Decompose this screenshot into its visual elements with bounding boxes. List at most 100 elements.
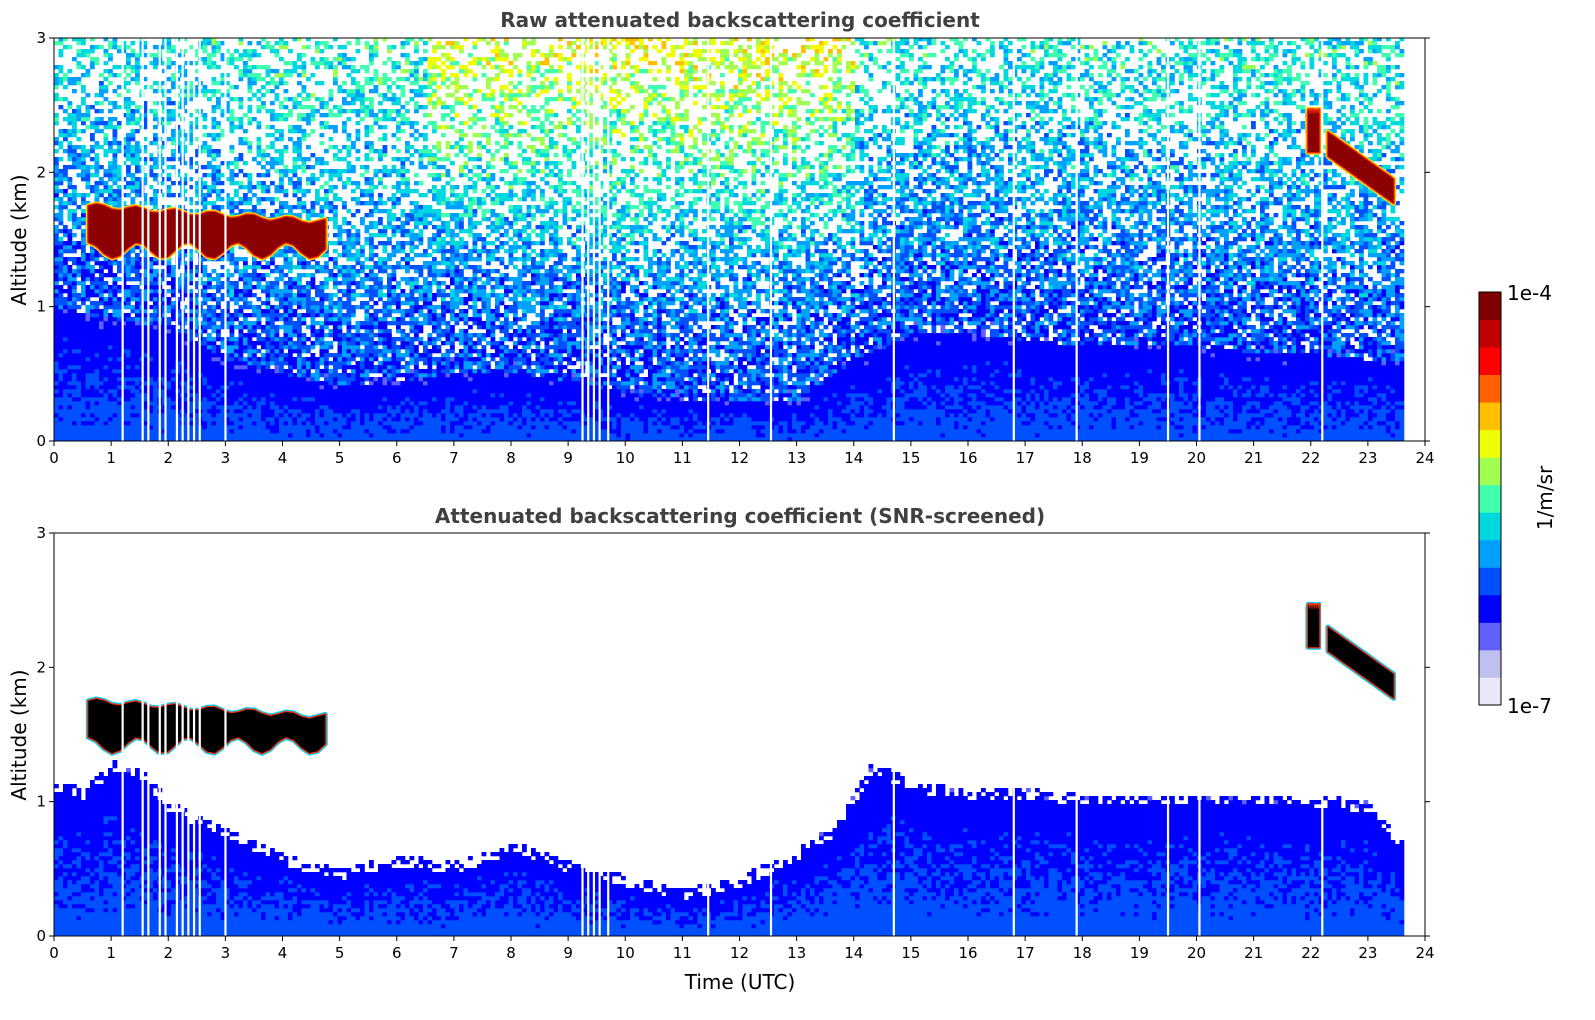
missing-data-stripe [587, 533, 590, 936]
colorbar-step [1479, 519, 1501, 527]
colorbar-step [1479, 464, 1501, 472]
missing-data-stripe [141, 533, 144, 936]
colorbar-step [1479, 615, 1501, 623]
snr-screened-panel: Attenuated backscattering coefficient (S… [7, 504, 1435, 994]
x-tick-label: 5 [335, 449, 345, 467]
colorbar-min-label: 1e-7 [1507, 694, 1552, 718]
missing-data-stripe [892, 38, 895, 441]
missing-data-stripe [1198, 533, 1201, 936]
y-tick-label: 2 [36, 658, 46, 676]
x-tick-label: 2 [163, 944, 173, 962]
colorbar-step [1479, 450, 1501, 458]
colorbar-step [1479, 608, 1501, 616]
missing-data-stripe [121, 533, 124, 936]
colorbar-step [1479, 581, 1501, 589]
x-tick-label: 21 [1244, 944, 1263, 962]
y-tick-label: 0 [36, 432, 46, 450]
missing-data-stripe [1075, 38, 1078, 441]
x-tick-label: 0 [49, 944, 59, 962]
x-tick-label: 8 [506, 449, 516, 467]
cloud-layer [1327, 132, 1394, 204]
colorbar-step [1479, 388, 1501, 396]
y-axis: 0 1 2 3 [36, 524, 1430, 945]
x-tick-label: 13 [787, 944, 806, 962]
y-tick-label: 1 [36, 298, 46, 316]
cloud-layer [1307, 109, 1320, 153]
x-tick-label: 9 [563, 449, 573, 467]
missing-data-stripe [769, 533, 773, 936]
missing-data-stripe [707, 38, 710, 441]
colorbar-step [1479, 587, 1501, 596]
x-tick-label: 14 [844, 944, 863, 962]
colorbar-step [1479, 656, 1501, 665]
x-tick-label: 8 [506, 944, 516, 962]
missing-data-stripe [147, 533, 150, 936]
missing-data-stripe [192, 38, 196, 441]
x-tick-label: 17 [1016, 944, 1035, 962]
missing-data-stripe [175, 38, 179, 441]
panel-title: Attenuated backscattering coefficient (S… [435, 504, 1045, 528]
colorbar-step [1479, 691, 1501, 699]
colorbar-step [1479, 353, 1501, 362]
x-tick-label: 14 [844, 449, 863, 467]
x-tick-label: 13 [787, 449, 806, 467]
colorbar-step [1479, 326, 1501, 334]
colorbar-step [1479, 643, 1501, 651]
colorbar-step [1479, 298, 1501, 307]
colorbar: 1e-4 1e-7 1/m/sr [1478, 281, 1557, 718]
colorbar-step [1479, 436, 1501, 444]
colorbar-step [1479, 601, 1501, 610]
y-axis-label: Altitude (km) [7, 174, 31, 305]
missing-data-stripe [1198, 38, 1201, 441]
colorbar-step [1479, 415, 1501, 424]
missing-data-stripe [192, 533, 196, 936]
x-tick-label: 10 [616, 944, 635, 962]
colorbar-step [1479, 360, 1501, 369]
x-tick-label: 19 [1130, 449, 1149, 467]
x-tick-label: 15 [901, 449, 920, 467]
missing-data-stripe [158, 38, 161, 441]
x-tick-label: 22 [1301, 944, 1320, 962]
missing-data-stripe [769, 38, 773, 441]
y-axis-label: Altitude (km) [7, 669, 31, 800]
colorbar-step [1479, 670, 1501, 678]
missing-data-stripe [607, 38, 610, 441]
colorbar-unit-label: 1/m/sr [1533, 465, 1557, 530]
colorbar-step [1479, 677, 1501, 685]
missing-data-stripe [1012, 533, 1015, 936]
x-tick-label: 0 [49, 449, 59, 467]
x-tick-label: 1 [106, 449, 116, 467]
missing-data-stripe [181, 533, 184, 936]
x-tick-label: 23 [1358, 449, 1377, 467]
colorbar-step [1479, 402, 1501, 410]
colorbar-step [1479, 622, 1501, 630]
colorbar-step [1479, 574, 1501, 582]
x-tick-label: 3 [221, 449, 231, 467]
missing-data-stripe [187, 38, 190, 441]
colorbar-frame [1478, 291, 1502, 706]
colorbar-step [1479, 553, 1501, 561]
colorbar-step [1479, 663, 1501, 671]
missing-data-stripe [181, 38, 184, 441]
missing-data-stripe [1166, 38, 1170, 441]
missing-data-stripe [592, 533, 596, 936]
x-tick-label: 18 [1073, 944, 1092, 962]
panel-title: Raw attenuated backscattering coefficien… [500, 8, 980, 32]
missing-data-stripe [121, 38, 124, 441]
x-tick-label: 16 [958, 944, 977, 962]
heatmap-cells [54, 38, 1405, 441]
y-tick-label: 0 [36, 927, 46, 945]
missing-data-stripe [587, 38, 590, 441]
colorbar-step [1479, 560, 1501, 568]
colorbar-gradient [1479, 292, 1501, 706]
colorbar-step [1479, 367, 1501, 375]
x-tick-label: 23 [1358, 944, 1377, 962]
colorbar-step [1479, 498, 1501, 506]
colorbar-step [1479, 374, 1501, 382]
colorbar-step [1479, 409, 1501, 417]
colorbar-step [1479, 649, 1501, 658]
missing-data-stripe [581, 533, 584, 936]
x-tick-label: 17 [1016, 449, 1035, 467]
missing-data-stripe [158, 533, 161, 936]
x-tick-label: 5 [335, 944, 345, 962]
